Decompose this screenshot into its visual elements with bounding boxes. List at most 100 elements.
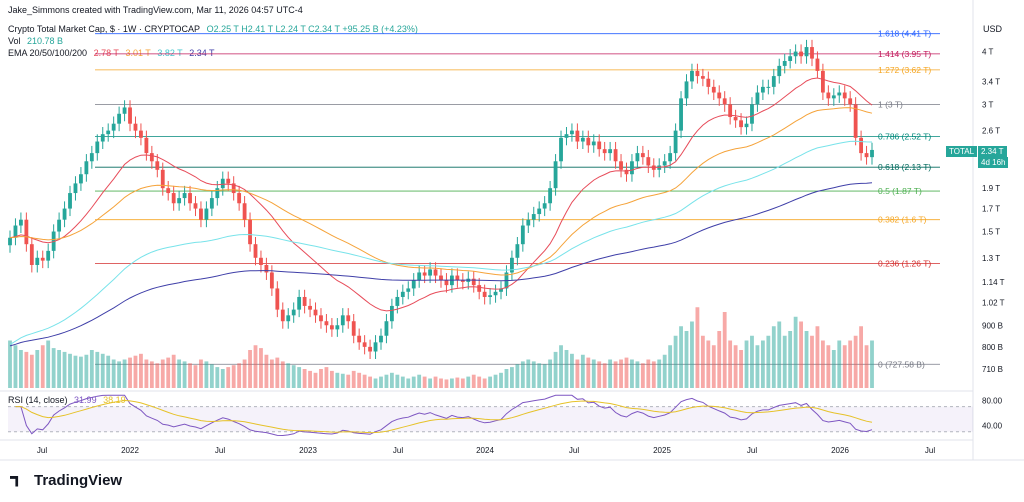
- candle-body-37: [209, 198, 214, 209]
- volume-bar-42: [237, 363, 242, 388]
- candle-body-51: [286, 315, 291, 322]
- volume-bar-119: [657, 359, 662, 388]
- volume-bar-158: [870, 340, 874, 388]
- candle-body-99: [548, 188, 553, 204]
- volume-value: 210.78 B: [27, 36, 64, 46]
- fib-label-7: 0.382 (1.6 T): [878, 215, 927, 225]
- candle-body-79: [439, 275, 443, 281]
- volume-bar-73: [406, 378, 411, 388]
- candle-body-54: [302, 296, 307, 306]
- volume-bar-76: [422, 376, 427, 388]
- ema-label[interactable]: EMA 20/50/100/200: [8, 48, 88, 58]
- volume-bar-34: [193, 365, 198, 388]
- candle-body-131: [722, 98, 727, 105]
- volume-bar-72: [400, 376, 405, 388]
- volume-bar-113: [624, 357, 629, 388]
- volume-bar-11: [68, 353, 72, 388]
- candle-body-158: [870, 149, 874, 158]
- volume-bar-102: [564, 350, 569, 388]
- x-tick-3: 2023: [299, 446, 317, 455]
- volume-bar-35: [199, 359, 203, 388]
- volume-bar-98: [542, 364, 547, 388]
- y-tick-7: 1.5 T: [982, 228, 1000, 237]
- y-tick-6: 1.7 T: [982, 205, 1000, 214]
- candle-body-105: [580, 137, 585, 142]
- y-tick-11: 900 B: [982, 321, 1003, 330]
- candle-body-75: [417, 272, 422, 281]
- volume-bar-24: [139, 353, 143, 388]
- volume-bar-128: [706, 340, 711, 388]
- volume-bar-68: [379, 376, 383, 388]
- rsi-tick-0: 80.00: [982, 396, 1003, 405]
- candle-body-127: [700, 76, 705, 79]
- volume-bar-156: [859, 326, 863, 388]
- candle-body-149: [820, 70, 825, 93]
- volume-bar-131: [722, 312, 727, 388]
- fib-label-0: 1.618 (4.41 T): [878, 29, 931, 39]
- candle-body-22: [128, 107, 132, 124]
- candle-body-67: [373, 342, 378, 352]
- y-tick-9: 1.14 T: [982, 278, 1005, 287]
- volume-bar-99: [548, 359, 553, 388]
- x-tick-10: Jul: [925, 446, 935, 455]
- volume-bar-136: [750, 335, 754, 388]
- candle-body-141: [777, 65, 782, 77]
- symbol-title[interactable]: Crypto Total Market Cap, $ · 1W · CRYPTO…: [8, 24, 201, 34]
- candle-body-69: [384, 321, 389, 336]
- tradingview-logo[interactable]: TradingView: [10, 472, 122, 489]
- candle-body-145: [799, 51, 803, 57]
- candle-body-109: [602, 149, 607, 154]
- volume-bar-90: [499, 372, 503, 388]
- volume-label[interactable]: Vol: [8, 36, 21, 46]
- fib-label-4: 0.786 (2.52 T): [878, 131, 931, 141]
- candle-body-101: [559, 137, 563, 162]
- volume-bar-122: [673, 335, 678, 388]
- candle-body-57: [319, 315, 323, 322]
- volume-bar-65: [362, 374, 367, 388]
- candle-body-137: [755, 92, 760, 105]
- volume-bar-107: [591, 359, 596, 388]
- fib-label-6: 0.5 (1.87 T): [878, 186, 922, 196]
- volume-bar-44: [248, 350, 252, 388]
- candle-body-18: [106, 130, 111, 135]
- volume-bar-41: [231, 365, 236, 388]
- volume-bar-140: [771, 326, 776, 388]
- volume-bar-36: [204, 361, 209, 388]
- candle-body-42: [237, 193, 242, 204]
- volume-bar-7: [46, 340, 51, 388]
- volume-bar-86: [477, 376, 482, 388]
- candle-body-3: [24, 219, 29, 245]
- y-tick-12: 800 B: [982, 343, 1003, 352]
- candle-body-82: [455, 275, 460, 281]
- volume-bar-126: [695, 307, 700, 388]
- volume-bar-120: [662, 354, 667, 388]
- rsi-title[interactable]: RSI (14, close): [8, 395, 68, 405]
- candle-body-30: [171, 193, 176, 204]
- volume-bar-47: [264, 354, 269, 388]
- volume-bar-37: [209, 364, 214, 388]
- volume-bar-54: [302, 369, 307, 388]
- volume-bar-95: [526, 359, 531, 388]
- y-tick-8: 1.3 T: [982, 254, 1000, 263]
- candle-body-38: [215, 188, 220, 199]
- candle-body-90: [499, 288, 503, 292]
- candle-body-9: [57, 219, 62, 232]
- candle-body-0: [8, 237, 12, 246]
- ema-50-value: 3.01 T: [125, 48, 151, 58]
- volume-bar-71: [395, 374, 400, 388]
- rsi-value: 31.99: [74, 395, 97, 405]
- volume-bar-16: [95, 351, 100, 388]
- volume-bar-133: [733, 345, 738, 388]
- candle-body-129: [711, 86, 716, 93]
- volume-bar-6: [40, 345, 45, 388]
- volume-bar-22: [128, 357, 132, 388]
- candle-body-100: [553, 161, 558, 189]
- candle-body-71: [395, 296, 400, 306]
- volume-bar-137: [755, 345, 760, 388]
- fib-label-5: 0.618 (2.13 T): [878, 162, 931, 172]
- candle-body-16: [95, 141, 100, 154]
- volume-bar-60: [335, 372, 340, 388]
- volume-bar-53: [297, 367, 302, 388]
- candle-body-107: [591, 141, 596, 146]
